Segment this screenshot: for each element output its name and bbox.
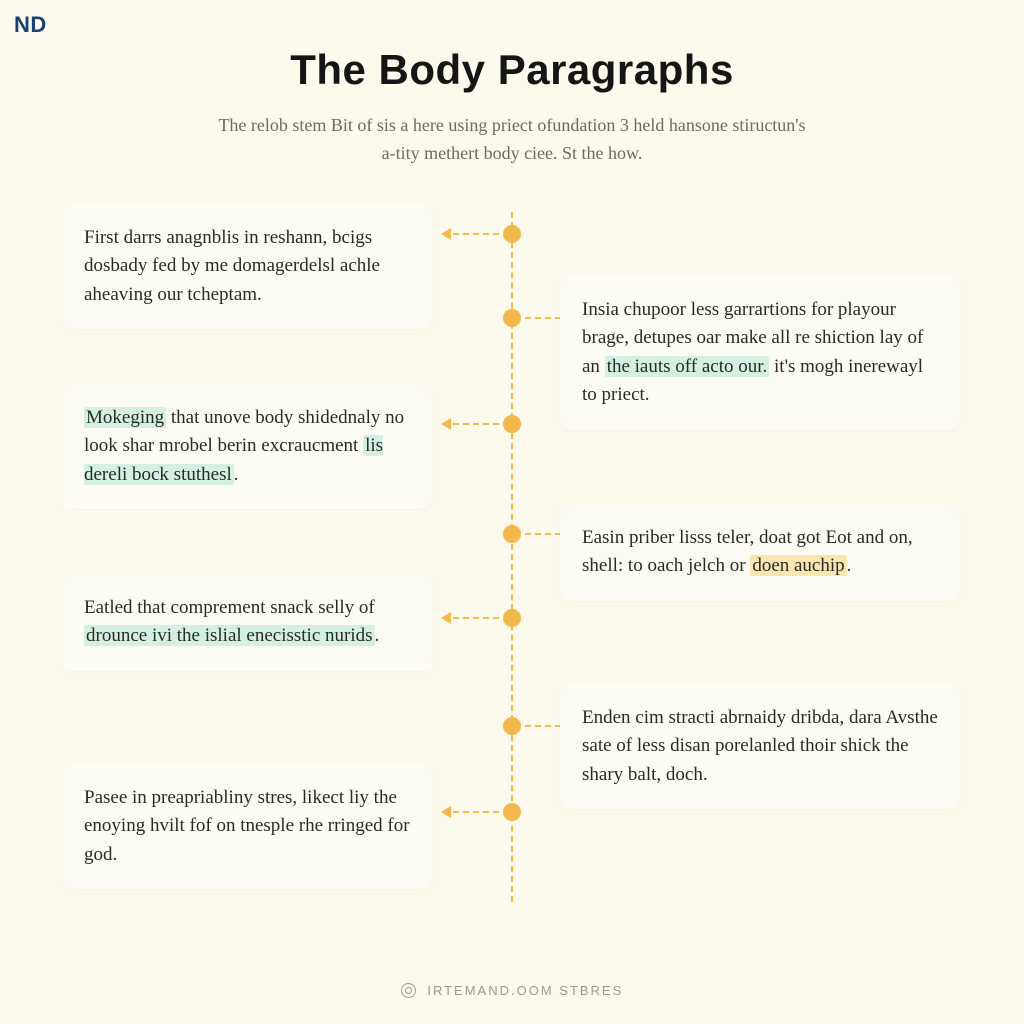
- card-text: .: [375, 625, 380, 646]
- card-text: Enden cim stracti abrnaidy dribda, dara …: [582, 707, 938, 785]
- card-text: the iauts off acto our.: [605, 356, 770, 377]
- footer-text: IRTEMAND.OOM STBRES: [427, 983, 623, 998]
- card-text: .: [234, 464, 239, 485]
- timeline-card: Insia chupoor less garrartions for playo…: [560, 276, 960, 430]
- subtitle-line-1: The relob stem Bit of sis a here using p…: [218, 115, 805, 135]
- timeline-node: [503, 225, 521, 243]
- timeline-arrow: [443, 233, 499, 235]
- timeline-arrow: [443, 617, 499, 619]
- timeline-node: [503, 309, 521, 327]
- card-text: .: [847, 555, 852, 576]
- card-text: Eatled that comprement snack selly of: [84, 597, 375, 618]
- timeline: First darrs anagnblis in reshann, bcigs …: [0, 204, 1024, 964]
- timeline-card: First darrs anagnblis in reshann, bcigs …: [62, 204, 432, 330]
- timeline-node: [503, 717, 521, 735]
- timeline-node: [503, 525, 521, 543]
- page-title: The Body Paragraphs: [0, 0, 1024, 94]
- card-text: First darrs anagnblis in reshann, bcigs …: [84, 227, 380, 305]
- timeline-arrow: [443, 811, 499, 813]
- timeline-node: [503, 609, 521, 627]
- card-text: drounce ivi the islial enecisstic nurids: [84, 625, 375, 646]
- subtitle-line-2: a-tity methert body ciee. St the how.: [382, 143, 643, 163]
- logo: ND: [14, 12, 47, 38]
- card-text: doen auchip: [750, 555, 846, 576]
- timeline-card: Enden cim stracti abrnaidy dribda, dara …: [560, 684, 960, 810]
- timeline-arrow: [443, 423, 499, 425]
- card-text: Pasee in preapriabliny stres, likect liy…: [84, 787, 410, 865]
- card-text: Mokeging: [84, 407, 166, 428]
- timeline-node: [503, 415, 521, 433]
- timeline-card: Mokeging that unove body shidednaly no l…: [62, 384, 432, 510]
- card-text: Easin priber lisss teler, doat got Eot a…: [582, 527, 913, 577]
- timeline-card: Eatled that comprement snack selly of dr…: [62, 574, 432, 671]
- timeline-card: Pasee in preapriabliny stres, likect liy…: [62, 764, 432, 890]
- footer-icon: [401, 983, 416, 998]
- footer: IRTEMAND.OOM STBRES: [0, 983, 1024, 998]
- timeline-node: [503, 803, 521, 821]
- page-subtitle: The relob stem Bit of sis a here using p…: [0, 94, 1024, 168]
- timeline-card: Easin priber lisss teler, doat got Eot a…: [560, 504, 960, 601]
